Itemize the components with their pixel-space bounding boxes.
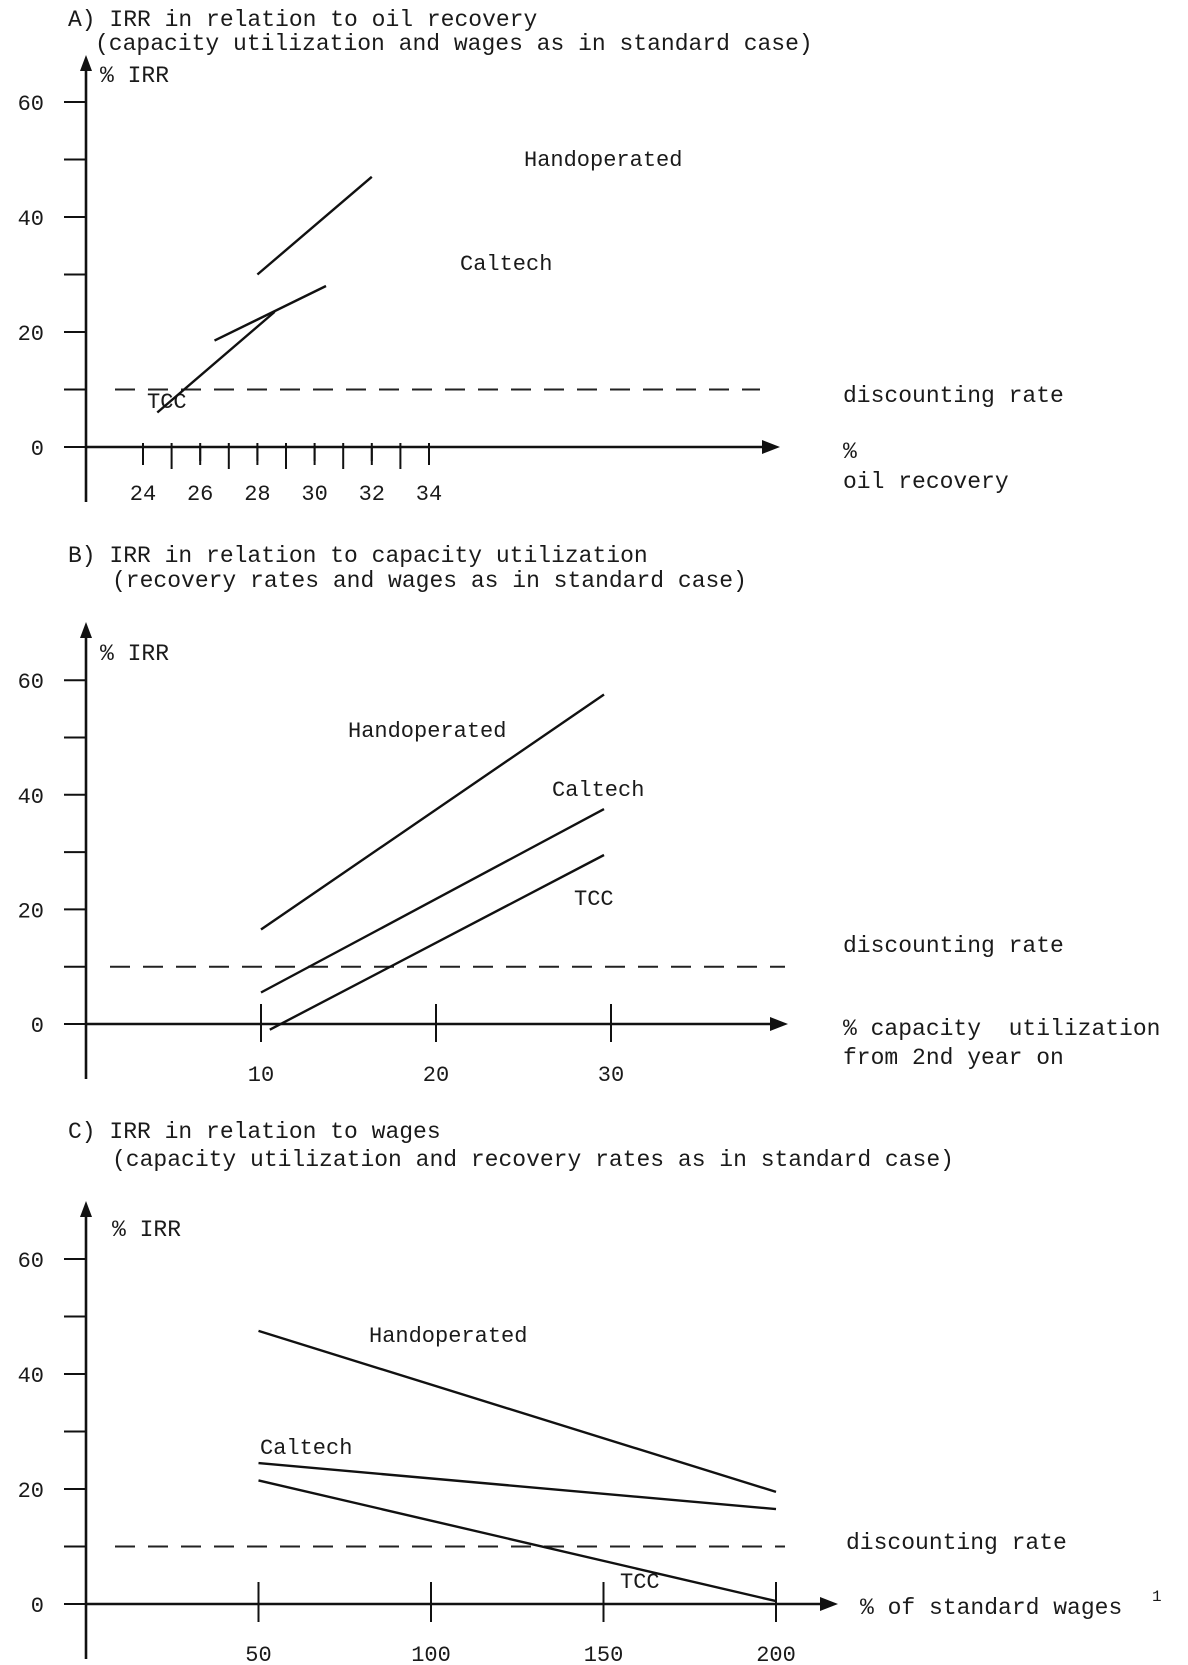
panel-a-x-tick-label: 26 bbox=[187, 482, 213, 507]
panel-c-y-tick-label: 20 bbox=[18, 1479, 44, 1504]
panel-c-wages: C) IRR in relation to wages (capacity ut… bbox=[18, 1119, 1162, 1665]
panel-a-x-axis-unit: % bbox=[843, 439, 857, 465]
panel-a-x-tick-label: 28 bbox=[244, 482, 270, 507]
panel-c-y-tick-label: 60 bbox=[18, 1249, 44, 1274]
panel-b-caltech-label: Caltech bbox=[552, 778, 644, 803]
panel-b-series-tcc bbox=[269, 853, 605, 1031]
panel-a-x-axis-arrow bbox=[762, 440, 780, 454]
panel-a-x-axis-label: oil recovery bbox=[843, 469, 1009, 495]
panel-a-y-tick-label: 0 bbox=[31, 437, 44, 462]
panel-a-x-tick-label: 30 bbox=[301, 482, 327, 507]
panel-c-x-tick-label: 100 bbox=[411, 1643, 451, 1665]
panel-a-series-tcc bbox=[156, 310, 276, 414]
panel-b-y-tick-label: 60 bbox=[18, 670, 44, 695]
panel-a-y-tick-label: 40 bbox=[18, 207, 44, 232]
panel-a-y-axis-label: % IRR bbox=[100, 63, 169, 89]
panel-a-title: A) IRR in relation to oil recovery bbox=[68, 7, 537, 33]
panel-a-series-caltech bbox=[213, 284, 327, 342]
panel-b-discounting-rate-label: discounting rate bbox=[843, 933, 1064, 959]
panel-a-series-handoperated bbox=[256, 175, 373, 276]
panel-c-x-tick-label: 200 bbox=[756, 1643, 796, 1665]
panel-a-subtitle: (capacity utilization and wages as in st… bbox=[95, 31, 813, 57]
panel-c-x-tick-label: 150 bbox=[584, 1643, 624, 1665]
panel-b-subtitle: (recovery rates and wages as in standard… bbox=[112, 568, 747, 594]
panel-b-handoperated-label: Handoperated bbox=[348, 719, 506, 744]
panel-a-y-tick-label: 20 bbox=[18, 322, 44, 347]
panel-b-y-axis-arrow bbox=[80, 622, 92, 638]
panel-c-x-axis-label: % of standard wages bbox=[860, 1595, 1122, 1621]
panel-c-y-axis-label: % IRR bbox=[112, 1217, 181, 1243]
panel-c-subtitle: (capacity utilization and recovery rates… bbox=[112, 1147, 954, 1173]
panel-b-tcc-label: TCC bbox=[574, 887, 614, 912]
panel-c-title: C) IRR in relation to wages bbox=[68, 1119, 441, 1145]
panel-c-y-axis-arrow bbox=[80, 1201, 92, 1217]
panel-b-y-tick-label: 0 bbox=[31, 1014, 44, 1039]
panel-a-x-tick-label: 32 bbox=[359, 482, 385, 507]
panel-b-x-tick-label: 30 bbox=[598, 1063, 624, 1088]
panel-a-oil-recovery: A) IRR in relation to oil recovery (capa… bbox=[18, 7, 1064, 507]
panel-b-x-axis-label: % capacity utilization bbox=[843, 1016, 1160, 1042]
panel-c-y-tick-label: 40 bbox=[18, 1364, 44, 1389]
panel-c-series-handoperated bbox=[258, 1329, 777, 1494]
panel-a-x-tick-label: 34 bbox=[416, 482, 442, 507]
panel-c-x-tick-label: 50 bbox=[245, 1643, 271, 1665]
panel-a-y-tick-label: 60 bbox=[18, 92, 44, 117]
panel-b-series-caltech bbox=[260, 808, 605, 994]
panel-a-discounting-rate-label: discounting rate bbox=[843, 383, 1064, 409]
panel-c-y-tick-label: 0 bbox=[31, 1594, 44, 1619]
panel-c-handoperated-label: Handoperated bbox=[369, 1324, 527, 1349]
panel-b-x-axis-label-line2: from 2nd year on bbox=[843, 1045, 1064, 1071]
panel-b-series-handoperated bbox=[260, 693, 605, 931]
panel-b-capacity-utilization: B) IRR in relation to capacity utilizati… bbox=[18, 543, 1161, 1088]
panel-c-tcc-label: TCC bbox=[620, 1570, 660, 1595]
panel-c-x-axis-footnote: 1 bbox=[1152, 1588, 1162, 1606]
panel-b-y-axis-label: % IRR bbox=[100, 641, 169, 667]
panel-c-series-caltech bbox=[258, 1461, 777, 1511]
panel-c-caltech-label: Caltech bbox=[260, 1436, 352, 1461]
panel-a-x-tick-label: 24 bbox=[130, 482, 156, 507]
panel-b-x-tick-label: 20 bbox=[423, 1063, 449, 1088]
panel-b-x-tick-label: 10 bbox=[248, 1063, 274, 1088]
panel-a-handoperated-label: Handoperated bbox=[524, 148, 682, 173]
panel-b-title: B) IRR in relation to capacity utilizati… bbox=[68, 543, 648, 569]
panel-b-x-axis-arrow bbox=[770, 1017, 788, 1031]
panel-c-discounting-rate-label: discounting rate bbox=[846, 1530, 1067, 1556]
panel-c-series-tcc bbox=[258, 1479, 777, 1603]
panel-a-caltech-label: Caltech bbox=[460, 252, 552, 277]
panel-b-y-tick-label: 40 bbox=[18, 785, 44, 810]
panel-c-x-axis-arrow bbox=[820, 1597, 838, 1611]
panel-b-y-tick-label: 20 bbox=[18, 899, 44, 924]
panel-a-y-axis-arrow bbox=[80, 55, 92, 71]
